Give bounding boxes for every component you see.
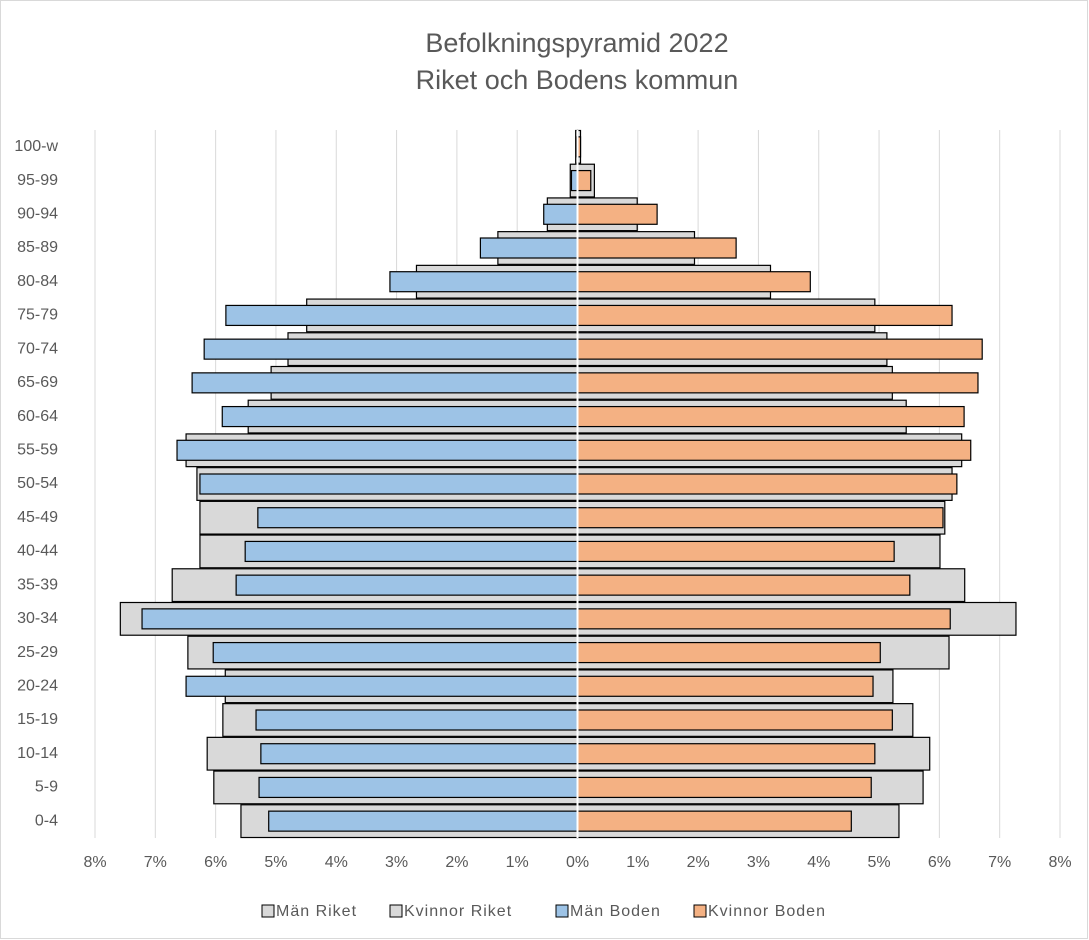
y-tick-label: 100-w xyxy=(14,138,58,155)
bar xyxy=(257,507,579,529)
bar xyxy=(479,237,579,259)
bar xyxy=(255,709,579,731)
bar xyxy=(576,169,592,192)
bar xyxy=(576,203,658,225)
y-tick-label: 95-99 xyxy=(17,172,58,189)
x-tick-label: 6% xyxy=(928,854,951,871)
chart-title: Befolkningspyramid 2022 xyxy=(425,28,728,58)
bar xyxy=(185,675,579,697)
y-tick-label: 25-29 xyxy=(17,644,58,661)
x-tick-label: 4% xyxy=(807,854,830,871)
y-tick-label: 75-79 xyxy=(17,307,58,324)
legend-swatch xyxy=(389,904,403,918)
y-tick-label: 60-64 xyxy=(17,408,58,425)
x-tick-label: 2% xyxy=(687,854,710,871)
bar xyxy=(389,271,579,293)
y-tick-label: 20-24 xyxy=(17,678,58,695)
y-tick-label: 90-94 xyxy=(17,206,58,223)
legend-label: Män Riket xyxy=(276,903,357,920)
y-tick-label: 15-19 xyxy=(17,711,58,728)
y-tick-label: 65-69 xyxy=(17,374,58,391)
y-tick-label: 0-4 xyxy=(35,812,58,829)
x-tick-label: 4% xyxy=(325,854,348,871)
bar xyxy=(260,743,579,765)
bar xyxy=(576,608,951,630)
bar xyxy=(244,540,579,563)
chart-subtitle: Riket och Bodens kommun xyxy=(416,65,739,95)
y-tick-label: 5-9 xyxy=(35,779,58,796)
legend-label: Kvinnor Riket xyxy=(404,903,512,920)
bar xyxy=(576,372,979,394)
bar xyxy=(576,540,895,563)
bar xyxy=(576,776,872,799)
x-tick-label: 1% xyxy=(506,854,529,871)
x-tick-label: 3% xyxy=(385,854,408,871)
y-tick-label: 70-74 xyxy=(17,340,58,357)
y-tick-label: 80-84 xyxy=(17,273,58,290)
y-tick-label: 45-49 xyxy=(17,509,58,526)
x-tick-label: 8% xyxy=(83,854,106,871)
bar xyxy=(576,405,965,428)
x-tick-label: 6% xyxy=(204,854,227,871)
y-tick-label: 85-89 xyxy=(17,239,58,256)
bar xyxy=(576,473,958,495)
x-tick-label: 0% xyxy=(566,854,589,871)
y-tick-label: 55-59 xyxy=(17,442,58,459)
bar xyxy=(576,439,972,461)
bar xyxy=(543,203,579,225)
legend-swatch xyxy=(555,904,569,918)
legend-label: Kvinnor Boden xyxy=(708,903,826,920)
legend-swatch xyxy=(693,904,707,918)
bar xyxy=(199,473,579,495)
bar xyxy=(576,338,983,360)
bar xyxy=(141,608,579,630)
bar xyxy=(225,304,579,327)
bar xyxy=(191,372,579,394)
bar xyxy=(221,405,579,428)
bar xyxy=(258,776,579,799)
bar xyxy=(212,641,579,664)
y-tick-label: 50-54 xyxy=(17,475,58,492)
bar xyxy=(576,675,874,697)
bar xyxy=(576,574,911,596)
bar xyxy=(576,641,881,664)
y-tick-label: 30-34 xyxy=(17,610,58,627)
bar xyxy=(268,810,579,832)
bar xyxy=(203,338,579,360)
y-tick-label: 10-14 xyxy=(17,745,58,762)
bar xyxy=(576,271,811,293)
x-tick-label: 2% xyxy=(445,854,468,871)
bar xyxy=(576,304,953,327)
legend-swatch xyxy=(261,904,275,918)
bar xyxy=(576,810,852,832)
bar xyxy=(176,439,579,461)
bar xyxy=(576,507,944,529)
bar xyxy=(235,574,579,596)
x-tick-label: 1% xyxy=(626,854,649,871)
x-tick-label: 8% xyxy=(1048,854,1071,871)
x-tick-label: 5% xyxy=(868,854,891,871)
bar xyxy=(576,743,876,765)
x-tick-label: 5% xyxy=(264,854,287,871)
x-tick-label: 7% xyxy=(144,854,167,871)
bar xyxy=(576,237,737,259)
bar xyxy=(576,709,893,731)
x-tick-label: 3% xyxy=(747,854,770,871)
y-tick-label: 40-44 xyxy=(17,543,58,560)
legend-label: Män Boden xyxy=(570,903,661,920)
y-tick-label: 35-39 xyxy=(17,576,58,593)
x-tick-label: 7% xyxy=(988,854,1011,871)
